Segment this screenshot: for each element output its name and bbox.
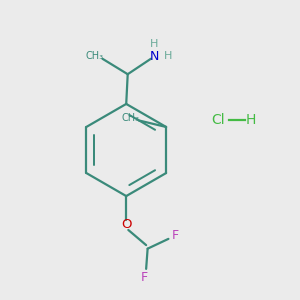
Text: H: H (246, 113, 256, 127)
Text: F: F (171, 230, 178, 242)
Text: F: F (141, 271, 148, 284)
Text: N: N (150, 50, 159, 63)
Text: Cl: Cl (212, 113, 225, 127)
Text: CH₃: CH₃ (122, 113, 140, 123)
Text: O: O (121, 218, 131, 230)
Text: H: H (164, 51, 172, 62)
Text: CH₃: CH₃ (85, 51, 103, 61)
Text: H: H (150, 39, 159, 49)
